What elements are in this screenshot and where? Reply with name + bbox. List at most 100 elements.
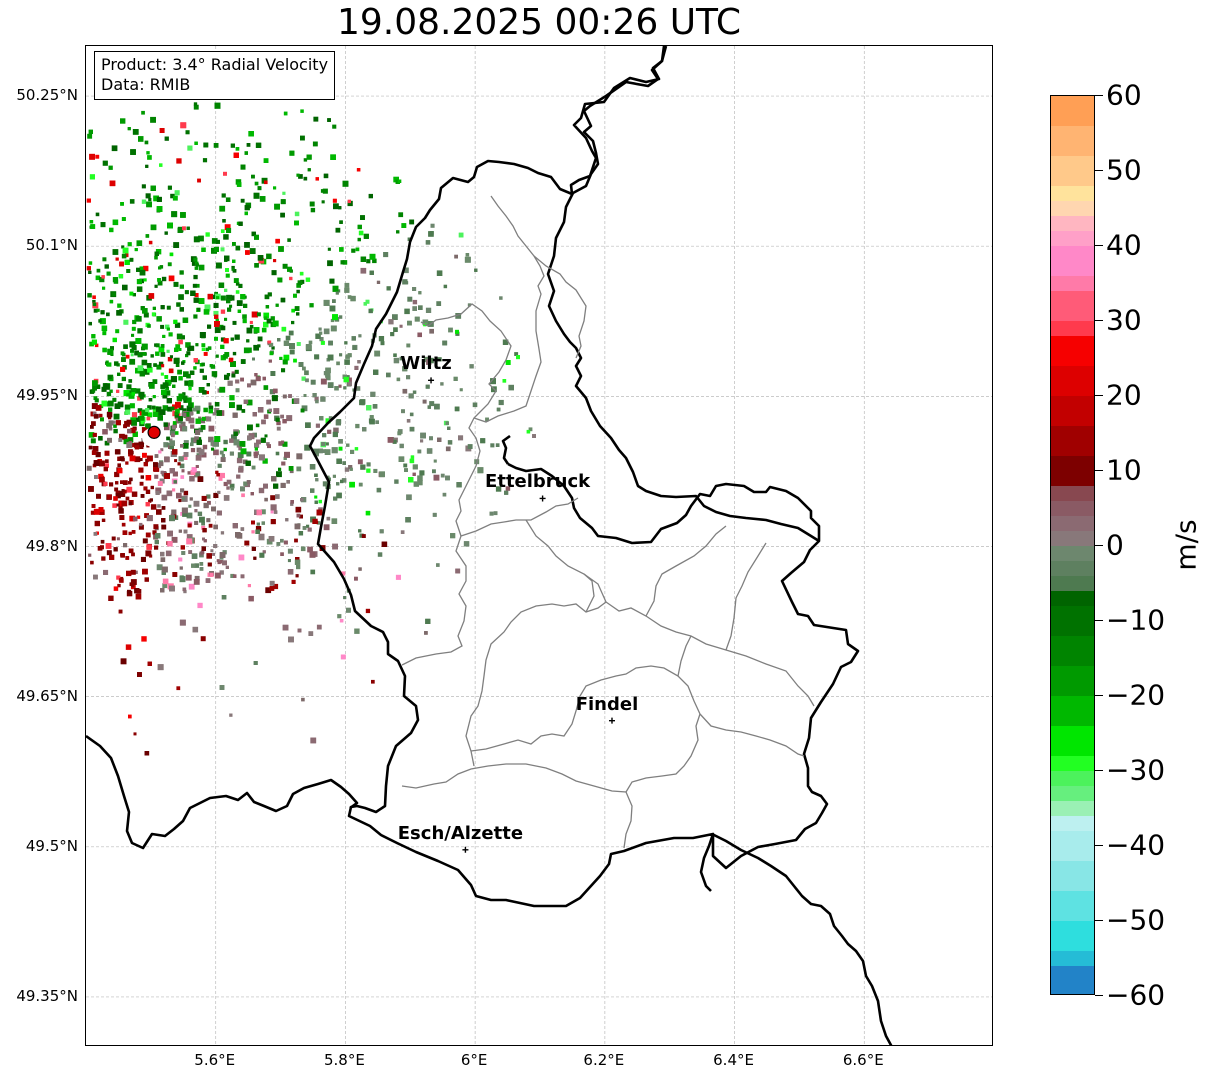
radar-pixel xyxy=(120,366,126,372)
radar-pixel xyxy=(121,522,126,527)
colorbar-segment xyxy=(1051,336,1094,367)
radar-pixel xyxy=(131,345,137,351)
radar-pixel xyxy=(130,427,136,434)
radar-pixel xyxy=(108,416,112,420)
radar-pixel xyxy=(290,502,294,506)
radar-pixel xyxy=(280,538,284,543)
radar-pixel xyxy=(327,382,334,388)
radar-pixel xyxy=(323,328,330,335)
radar-pixel xyxy=(208,523,213,528)
radar-pixel xyxy=(146,444,150,448)
radar-pixel xyxy=(346,443,350,447)
radar-pixel xyxy=(152,379,158,384)
radar-pixel xyxy=(123,489,127,494)
radar-pixel xyxy=(129,358,136,365)
radar-pixel xyxy=(146,151,150,155)
canton-border xyxy=(525,519,815,707)
radar-pixel xyxy=(223,354,228,359)
radar-pixel xyxy=(100,222,106,228)
radar-pixel xyxy=(182,395,188,401)
radar-pixel xyxy=(189,370,195,375)
lat-tick-label: 49.35°N xyxy=(16,986,78,1005)
radar-pixel xyxy=(114,471,120,478)
radar-pixel xyxy=(424,631,428,635)
radar-pixel xyxy=(249,248,256,254)
radar-pixel xyxy=(201,525,206,530)
radar-pixel xyxy=(287,569,294,575)
radar-pixel xyxy=(270,495,276,501)
radar-pixel xyxy=(463,541,470,547)
radar-pixel xyxy=(258,454,265,461)
radar-pixel xyxy=(235,388,240,393)
radar-pixel xyxy=(365,299,370,304)
radar-pixel xyxy=(282,624,289,631)
radar-pixel xyxy=(135,388,141,394)
radar-pixel xyxy=(286,415,293,422)
radar-pixel xyxy=(290,500,294,504)
radar-site-marker[interactable] xyxy=(142,425,161,447)
radar-pixel xyxy=(264,180,268,185)
radar-pixel xyxy=(250,379,257,386)
radar-pixel xyxy=(472,402,478,408)
radar-pixel xyxy=(490,378,496,385)
lon-tick-label: 6.4°E xyxy=(713,1051,754,1069)
radar-pixel xyxy=(115,329,120,334)
radar-pixel xyxy=(136,240,143,246)
radar-pixel xyxy=(257,186,262,191)
canton-borders xyxy=(401,195,815,849)
radar-pixel xyxy=(273,510,278,514)
radar-pixel xyxy=(238,554,245,561)
radar-pixel xyxy=(137,396,142,401)
radar-pixel xyxy=(412,472,416,476)
radar-pixel xyxy=(99,476,105,483)
radar-pixel xyxy=(89,220,94,224)
radar-pixel xyxy=(154,474,159,479)
radar-pixel xyxy=(332,474,336,478)
colorbar-gradient xyxy=(1051,96,1094,994)
radar-pixel xyxy=(443,284,448,289)
radar-pixel xyxy=(282,394,287,399)
radar-pixel xyxy=(164,231,168,235)
radar-pixel xyxy=(350,295,356,302)
radar-pixel xyxy=(116,310,122,316)
radar-pixel xyxy=(345,354,350,359)
radar-pixel xyxy=(269,389,275,395)
radar-pixel xyxy=(140,556,146,562)
radar-pixel xyxy=(436,301,442,306)
radar-pixel xyxy=(407,237,412,242)
radar-pixel xyxy=(246,327,253,334)
radar-pixel xyxy=(137,365,144,371)
radar-pixel xyxy=(221,193,226,198)
radar-pixel xyxy=(165,386,169,391)
radar-pixel xyxy=(262,376,266,381)
radar-pixel xyxy=(131,412,138,418)
radar-pixel xyxy=(401,409,405,414)
radar-pixel xyxy=(261,419,266,425)
radar-site-dot[interactable] xyxy=(147,425,161,439)
radar-pixel xyxy=(183,440,189,446)
radar-pixel xyxy=(123,438,129,445)
radar-pixel xyxy=(428,357,434,364)
radar-pixel xyxy=(141,636,147,642)
radar-pixel xyxy=(172,449,178,455)
radar-pixel xyxy=(168,368,174,374)
radar-pixel xyxy=(425,384,430,389)
radar-pixel xyxy=(161,506,166,510)
radar-pixel xyxy=(106,362,110,367)
radar-pixel xyxy=(216,559,220,563)
radar-pixel xyxy=(308,340,313,345)
radar-pixel xyxy=(131,333,135,337)
radar-pixel xyxy=(154,284,158,288)
radar-pixel xyxy=(263,483,268,489)
colorbar-segment xyxy=(1051,321,1094,337)
radar-pixel xyxy=(283,354,290,361)
radar-pixel xyxy=(336,361,340,366)
radar-pixel xyxy=(108,595,114,601)
radar-pixel xyxy=(337,289,341,293)
colorbar-segment xyxy=(1051,756,1094,772)
radar-pixel xyxy=(365,608,371,614)
radar-pixel xyxy=(138,524,144,530)
radar-map[interactable] xyxy=(85,45,993,1046)
radar-pixel xyxy=(263,158,269,163)
radar-pixel xyxy=(88,432,95,438)
